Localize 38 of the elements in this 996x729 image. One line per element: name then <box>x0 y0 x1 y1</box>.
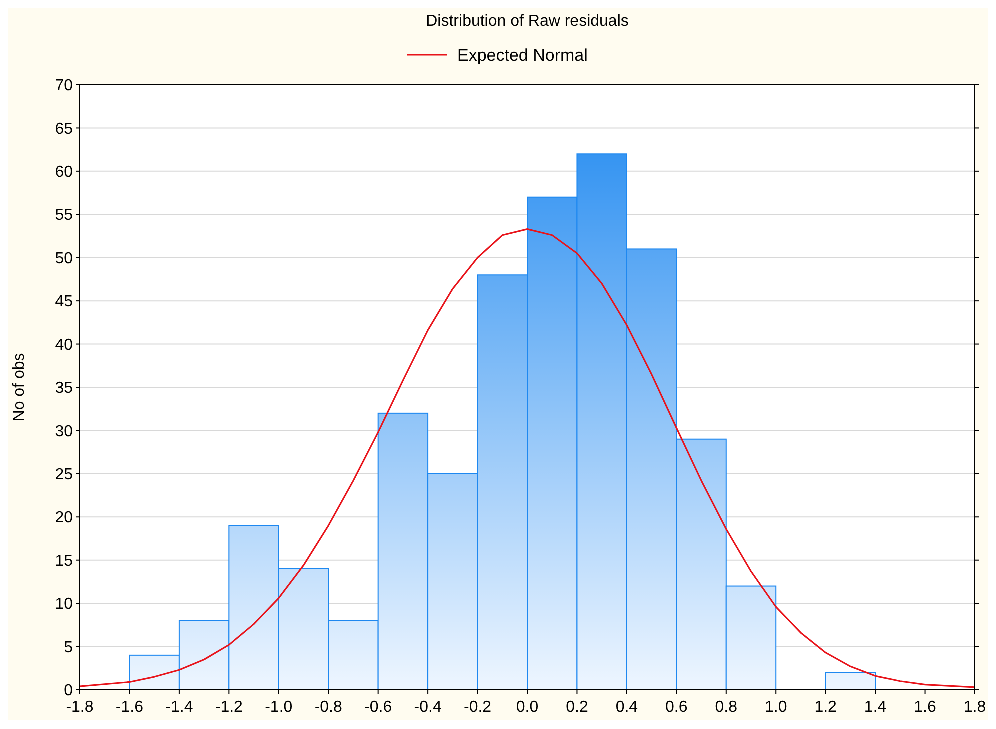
y-tick-label: 70 <box>55 78 74 95</box>
x-tick-label: 1.8 <box>964 699 986 716</box>
y-tick-label: 40 <box>55 336 74 354</box>
line-series <box>79 228 976 688</box>
y-tick-label: 20 <box>55 510 74 527</box>
y-tick-label: 15 <box>55 552 74 570</box>
y-tick-label: 0 <box>64 682 74 700</box>
x-tick-label: -0.4 <box>414 699 442 716</box>
y-tick-label: 60 <box>55 164 74 182</box>
x-tick-label: -1.6 <box>116 699 144 716</box>
y-tick-label: 35 <box>55 380 74 398</box>
x-tick-label: -1.2 <box>215 699 244 716</box>
x-tick-label: -0.6 <box>364 699 392 716</box>
x-tick-label: -1.8 <box>66 699 94 716</box>
y-tick-label: 5 <box>64 639 74 656</box>
y-tick-label: 10 <box>55 596 74 614</box>
y-tick-label: 25 <box>55 466 74 484</box>
x-tick-label: 0.6 <box>666 699 688 716</box>
x-tick-label: 1.6 <box>914 699 936 716</box>
y-tick-label: 55 <box>55 207 74 224</box>
y-tick-label: 30 <box>55 423 74 440</box>
y-tick-label: 65 <box>55 120 74 138</box>
x-tick-label: -1.4 <box>166 699 194 716</box>
x-tick-label: 1.0 <box>764 699 788 716</box>
y-tick-label: 50 <box>55 250 74 268</box>
chart-title: Distribution of Raw residuals <box>426 13 629 30</box>
x-tick-label: -0.2 <box>464 699 492 716</box>
x-tick-label: -0.8 <box>314 699 342 716</box>
x-tick-label: 0.2 <box>566 699 588 716</box>
x-tick-label: 0.0 <box>516 699 539 716</box>
y-tick-label: 45 <box>55 294 74 311</box>
x-tick-label: 1.2 <box>814 699 838 716</box>
y-axis-title: No of obs <box>11 353 28 422</box>
legend-label: Expected Normal <box>458 46 588 65</box>
x-tick-label: 1.4 <box>864 699 887 716</box>
x-tick-label: 0.8 <box>715 699 738 716</box>
x-tick-label: 0.4 <box>616 699 638 716</box>
x-tick-label: -1.0 <box>265 699 293 716</box>
